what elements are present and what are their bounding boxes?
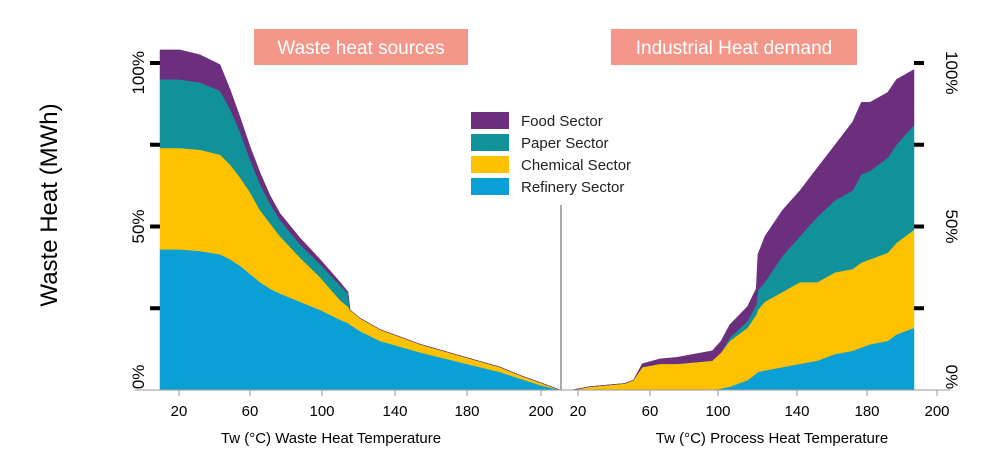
areas-demand bbox=[571, 69, 915, 391]
legend-swatch-food-sector bbox=[471, 112, 509, 129]
x-axis-title-demand: Tw (°C) Process Heat Temperature bbox=[656, 430, 888, 447]
x-axis-title-sources: Tw (°C) Waste Heat Temperature bbox=[221, 430, 441, 447]
y-tick-label-left-50pct: 50% bbox=[129, 209, 148, 243]
area-sources-food-sector bbox=[159, 49, 561, 391]
y-tick-mark-right-25 bbox=[914, 306, 924, 311]
y-tick-mark-left-50 bbox=[150, 224, 160, 229]
x-tick-label-demand-100: 100 bbox=[705, 403, 730, 420]
y-axis-title: Waste Heat (MWh) bbox=[36, 103, 63, 306]
legend-label-food-sector: Food Sector bbox=[521, 113, 603, 130]
area-demand-food-sector bbox=[571, 69, 915, 391]
y-tick-mark-right-75 bbox=[914, 142, 924, 147]
legend-label-chemical-sector: Chemical Sector bbox=[521, 157, 631, 174]
legend-swatch-paper-sector bbox=[471, 134, 509, 151]
y-tick-mark-left-25 bbox=[150, 306, 160, 311]
panel-title-box-sources bbox=[254, 29, 468, 65]
y-tick-label-right-0pct: 0% bbox=[942, 365, 961, 390]
x-tick-label-sources-140: 140 bbox=[382, 403, 407, 420]
legend: Food Sector Paper Sector Chemical Sector Re… bbox=[471, 112, 631, 196]
panel-title-demand: Industrial Heat demand bbox=[636, 38, 832, 59]
panel-title-sources: Waste heat sources bbox=[277, 38, 444, 59]
legend-label-paper-sector: Paper Sector bbox=[521, 135, 609, 152]
y-tick-label-right-50pct: 50% bbox=[942, 209, 961, 243]
x-tick-label-demand-140: 140 bbox=[784, 403, 809, 420]
panel-title-box-demand bbox=[611, 29, 857, 65]
y-tick-label-left-0pct: 0% bbox=[129, 365, 148, 390]
y-tick-label-right-100pct: 100% bbox=[942, 51, 961, 94]
y-tick-mark-right-100 bbox=[914, 61, 924, 65]
x-tick-label-sources-180: 180 bbox=[454, 403, 479, 420]
legend-swatch-chemical-sector bbox=[471, 156, 509, 173]
x-tick-label-demand-60: 60 bbox=[642, 403, 659, 420]
y-tick-mark-left-75 bbox=[150, 142, 160, 147]
legend-label-refinery-sector: Refinery Sector bbox=[521, 179, 624, 196]
legend-swatch-refinery-sector bbox=[471, 178, 509, 195]
x-tick-label-demand-200: 200 bbox=[924, 403, 949, 420]
x-ticks-demand: 20 60 100 140 180 200 bbox=[570, 390, 950, 420]
y-ticks: 0% 0% 50% 50% 100% 100% bbox=[129, 51, 961, 389]
x-tick-label-sources-60: 60 bbox=[242, 403, 259, 420]
y-tick-mark-right-50 bbox=[914, 224, 924, 229]
y-tick-mark-left-100 bbox=[150, 61, 160, 65]
y-tick-label-left-100pct: 100% bbox=[129, 51, 148, 94]
x-tick-label-sources-100: 100 bbox=[309, 403, 334, 420]
x-tick-label-sources-20: 20 bbox=[171, 403, 188, 420]
x-tick-label-demand-20: 20 bbox=[570, 403, 587, 420]
x-tick-label-sources-200: 200 bbox=[528, 403, 553, 420]
x-ticks-sources: 20 60 100 140 180 200 bbox=[171, 390, 554, 420]
x-tick-label-demand-180: 180 bbox=[854, 403, 879, 420]
areas-sources bbox=[159, 49, 561, 391]
